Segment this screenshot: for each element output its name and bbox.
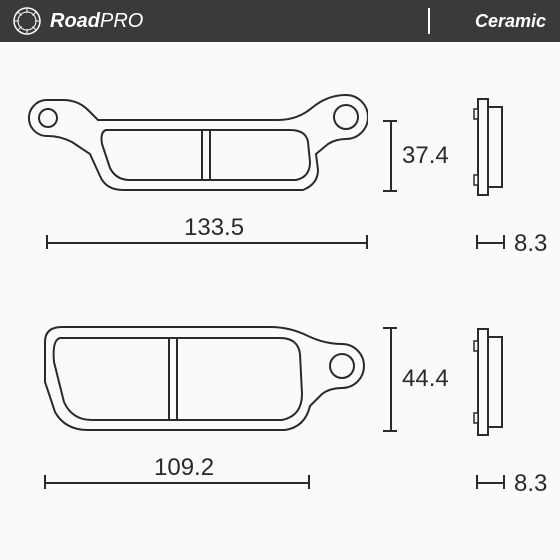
dim-bottom-width: 109.2	[148, 454, 220, 482]
dim-bottom-thick: 8.3	[514, 470, 547, 498]
dim-bottom-height: 44.4	[402, 365, 449, 393]
header-bar: RoadPRO Ceramic	[0, 0, 560, 42]
dim-line	[390, 327, 392, 430]
brand-prefix: Road	[50, 10, 100, 32]
dim-line	[44, 482, 309, 484]
header-divider	[428, 8, 430, 34]
dim-tick	[308, 475, 310, 489]
dim-top-height: 37.4	[402, 142, 449, 170]
dim-tick	[476, 235, 478, 249]
dim-tick	[503, 475, 505, 489]
brand-suffix: PRO	[100, 10, 143, 32]
dim-tick	[383, 327, 397, 329]
diagram-area: 37.4 133.5 8.3 44.4 109.2 8.3	[0, 42, 560, 560]
dim-tick	[476, 475, 478, 489]
dim-line	[390, 120, 392, 190]
dim-line	[476, 482, 504, 484]
dim-tick	[366, 235, 368, 249]
dim-tick	[46, 235, 48, 249]
dim-line	[476, 242, 504, 244]
pad-top-side	[472, 97, 510, 197]
pad-top-face	[28, 92, 368, 202]
material-label: Ceramic	[475, 11, 546, 32]
dim-line	[46, 242, 368, 244]
pad-bottom-side	[472, 327, 510, 437]
brand-name: RoadPRO	[50, 10, 143, 33]
logo-icon	[12, 6, 42, 36]
dim-top-width: 133.5	[178, 214, 250, 242]
pad-bottom-face	[30, 322, 368, 442]
dim-top-thick: 8.3	[514, 230, 547, 258]
dim-tick	[503, 235, 505, 249]
dim-tick	[44, 475, 46, 489]
dim-tick	[383, 120, 397, 122]
dim-tick	[383, 190, 397, 192]
dim-tick	[383, 430, 397, 432]
